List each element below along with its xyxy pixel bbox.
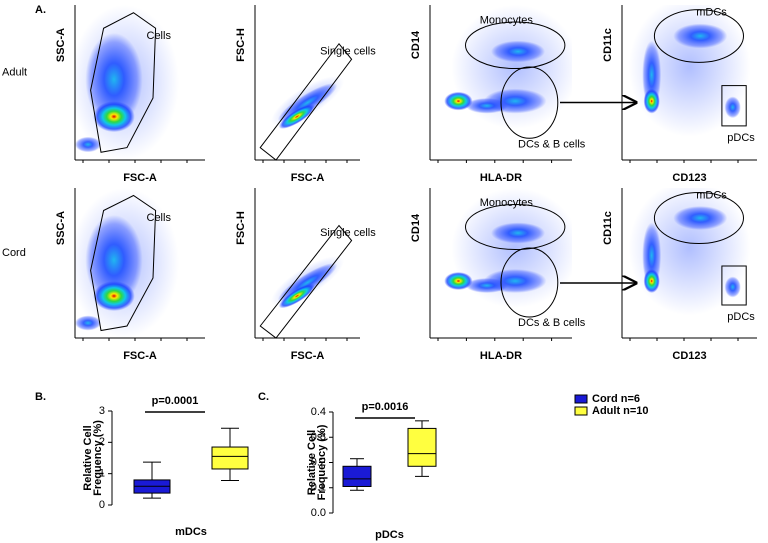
x-axis-label: HLA-DR [480,350,522,362]
flow-plot [271,255,344,309]
density [93,281,135,311]
gate [90,194,157,332]
x-axis-label: FSC-A [123,350,157,362]
flow-plot [628,188,751,316]
annotation: p=0.0016 [362,401,409,413]
flow-plot [75,188,179,338]
gate-label: mDCs [696,7,727,19]
legend-swatch [574,394,588,404]
y-axis-label: Relative Cell [82,425,94,490]
x-axis-label: pDCs [375,529,404,541]
gate-label: Cells [147,212,172,224]
gate-label: Cells [147,30,172,42]
y-axis-label: Relative Cell [306,430,318,495]
y-axis-label: FSC-H [235,28,247,62]
row-label: Adult [2,66,27,78]
gate-label: Monocytes [480,14,534,26]
x-axis-label: CD123 [672,350,706,362]
y-axis-label: Frequency (%) [92,420,104,496]
y-tick-label: 2 [99,436,105,448]
legend-swatch [574,406,588,416]
panel-label: C. [258,391,269,403]
density [491,222,546,244]
y-axis-label: SSC-A [55,211,67,245]
gate-label: DCs & B cells [518,138,586,150]
gate-label: mDCs [696,189,727,201]
y-tick-label: 0.1 [311,482,326,494]
x-axis-label: CD123 [672,172,706,184]
density [85,32,143,126]
y-axis-label: FSC-H [235,211,247,245]
density [465,98,509,114]
density [444,272,473,290]
density [75,136,101,153]
gate [653,9,745,63]
flow-plot [628,5,751,137]
x-axis-label: mDCs [175,526,207,538]
gate [721,265,747,306]
x-axis-label: FSC-A [291,350,325,362]
flow-plot [444,188,572,308]
x-axis-label: HLA-DR [480,172,522,184]
y-tick-label: 0.3 [311,431,326,443]
gate [465,21,566,70]
panel-label: A. [35,4,46,16]
density [75,315,101,331]
y-axis-label: CD14 [410,213,422,242]
x-axis-label: FSC-A [123,172,157,184]
y-axis-label: CD14 [410,30,422,59]
y-axis-label: SSC-A [55,28,67,62]
y-tick-label: 1 [99,468,105,480]
x-axis-label: FSC-A [291,172,325,184]
density [278,104,316,129]
row-label: Cord [2,247,26,259]
density [724,96,741,119]
density [444,91,473,111]
gate [721,85,747,127]
panel-label: B. [35,391,46,403]
density [643,88,660,114]
gate-label: Monocytes [480,197,534,209]
box [342,465,372,487]
density [673,23,728,49]
density [673,206,728,230]
box [211,446,249,470]
gate-label: DCs & B cells [518,317,586,329]
gate [465,204,566,250]
y-axis-label: Frequency (%) [316,424,328,500]
gate [90,12,157,153]
density [643,269,660,293]
gate [259,42,353,161]
legend-label: Cord n=6 [592,393,640,405]
gate-label: pDCs [727,311,755,323]
y-tick-label: 3 [99,405,105,417]
density [491,40,546,63]
y-tick-label: 0.4 [311,406,326,418]
y-tick-label: 0.2 [311,456,326,468]
gate-label: Single cells [320,227,376,239]
y-axis-label: CD11c [602,28,614,62]
y-tick-label: 0 [99,499,105,511]
density [724,276,741,298]
legend-label: Adult n=10 [592,405,649,417]
flow-plot [271,75,344,129]
flow-plot [444,5,572,129]
y-tick-label: 0.0 [311,507,326,519]
density [85,215,143,305]
y-axis-label: CD11c [602,211,614,245]
density [465,278,509,293]
flow-plot [75,5,179,160]
gate-label: pDCs [727,132,755,144]
gate [500,247,559,318]
annotation: p=0.0001 [152,395,199,407]
gate [653,192,745,244]
gate [500,66,559,139]
box [407,427,437,467]
gate [259,224,353,339]
density [278,283,316,309]
density [93,101,135,133]
gate-label: Single cells [320,45,376,57]
